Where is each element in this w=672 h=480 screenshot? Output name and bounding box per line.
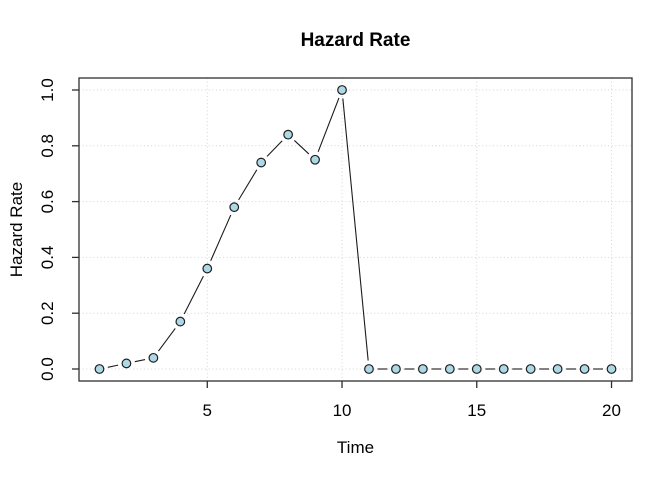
data-point bbox=[579, 364, 590, 374]
chart-title: Hazard Rate bbox=[301, 30, 411, 51]
data-point bbox=[498, 364, 509, 374]
series-segment bbox=[317, 97, 340, 153]
data-point bbox=[94, 364, 105, 374]
data-point bbox=[337, 85, 347, 95]
x-tick-label: 10 bbox=[333, 401, 352, 420]
data-point bbox=[202, 263, 213, 274]
series-segment bbox=[293, 140, 310, 155]
plot-border bbox=[78, 77, 633, 382]
x-tick-label: 5 bbox=[203, 401, 212, 420]
x-tick-label: 15 bbox=[467, 401, 486, 420]
data-point bbox=[121, 358, 132, 369]
x-tick-label: 20 bbox=[602, 401, 621, 420]
data-point bbox=[283, 129, 294, 140]
series-segment bbox=[107, 364, 119, 368]
series-segment bbox=[183, 275, 204, 315]
data-point bbox=[444, 364, 455, 374]
data-point bbox=[525, 364, 536, 374]
data-point bbox=[606, 364, 617, 374]
series-segment bbox=[266, 140, 283, 157]
series-segment bbox=[158, 328, 176, 352]
data-point bbox=[391, 364, 401, 374]
data-point bbox=[256, 157, 267, 168]
y-tick-label: 0.8 bbox=[38, 134, 57, 158]
data-point bbox=[229, 202, 240, 213]
y-axis-label: Hazard Rate bbox=[7, 182, 26, 277]
data-point bbox=[310, 154, 320, 165]
y-tick-label: 0.0 bbox=[38, 357, 57, 381]
data-point bbox=[175, 316, 186, 327]
data-point bbox=[148, 352, 159, 363]
data-point bbox=[471, 364, 482, 374]
y-tick-label: 0.2 bbox=[38, 301, 57, 325]
series-segment bbox=[210, 214, 232, 261]
data-point bbox=[417, 364, 428, 374]
y-tick-label: 1.0 bbox=[38, 78, 57, 102]
y-tick-label: 0.4 bbox=[38, 246, 57, 270]
data-point bbox=[364, 364, 374, 374]
x-axis-label: Time bbox=[337, 438, 374, 457]
plot-layers: 5 10 15 20 0.0 0.2 0.4 0.6 0.8 1.0 bbox=[38, 77, 633, 420]
data-point bbox=[552, 364, 563, 374]
y-tick-label: 0.6 bbox=[38, 190, 57, 214]
series-segment bbox=[342, 98, 369, 361]
series-segment bbox=[238, 169, 258, 201]
series-segment bbox=[134, 359, 146, 363]
